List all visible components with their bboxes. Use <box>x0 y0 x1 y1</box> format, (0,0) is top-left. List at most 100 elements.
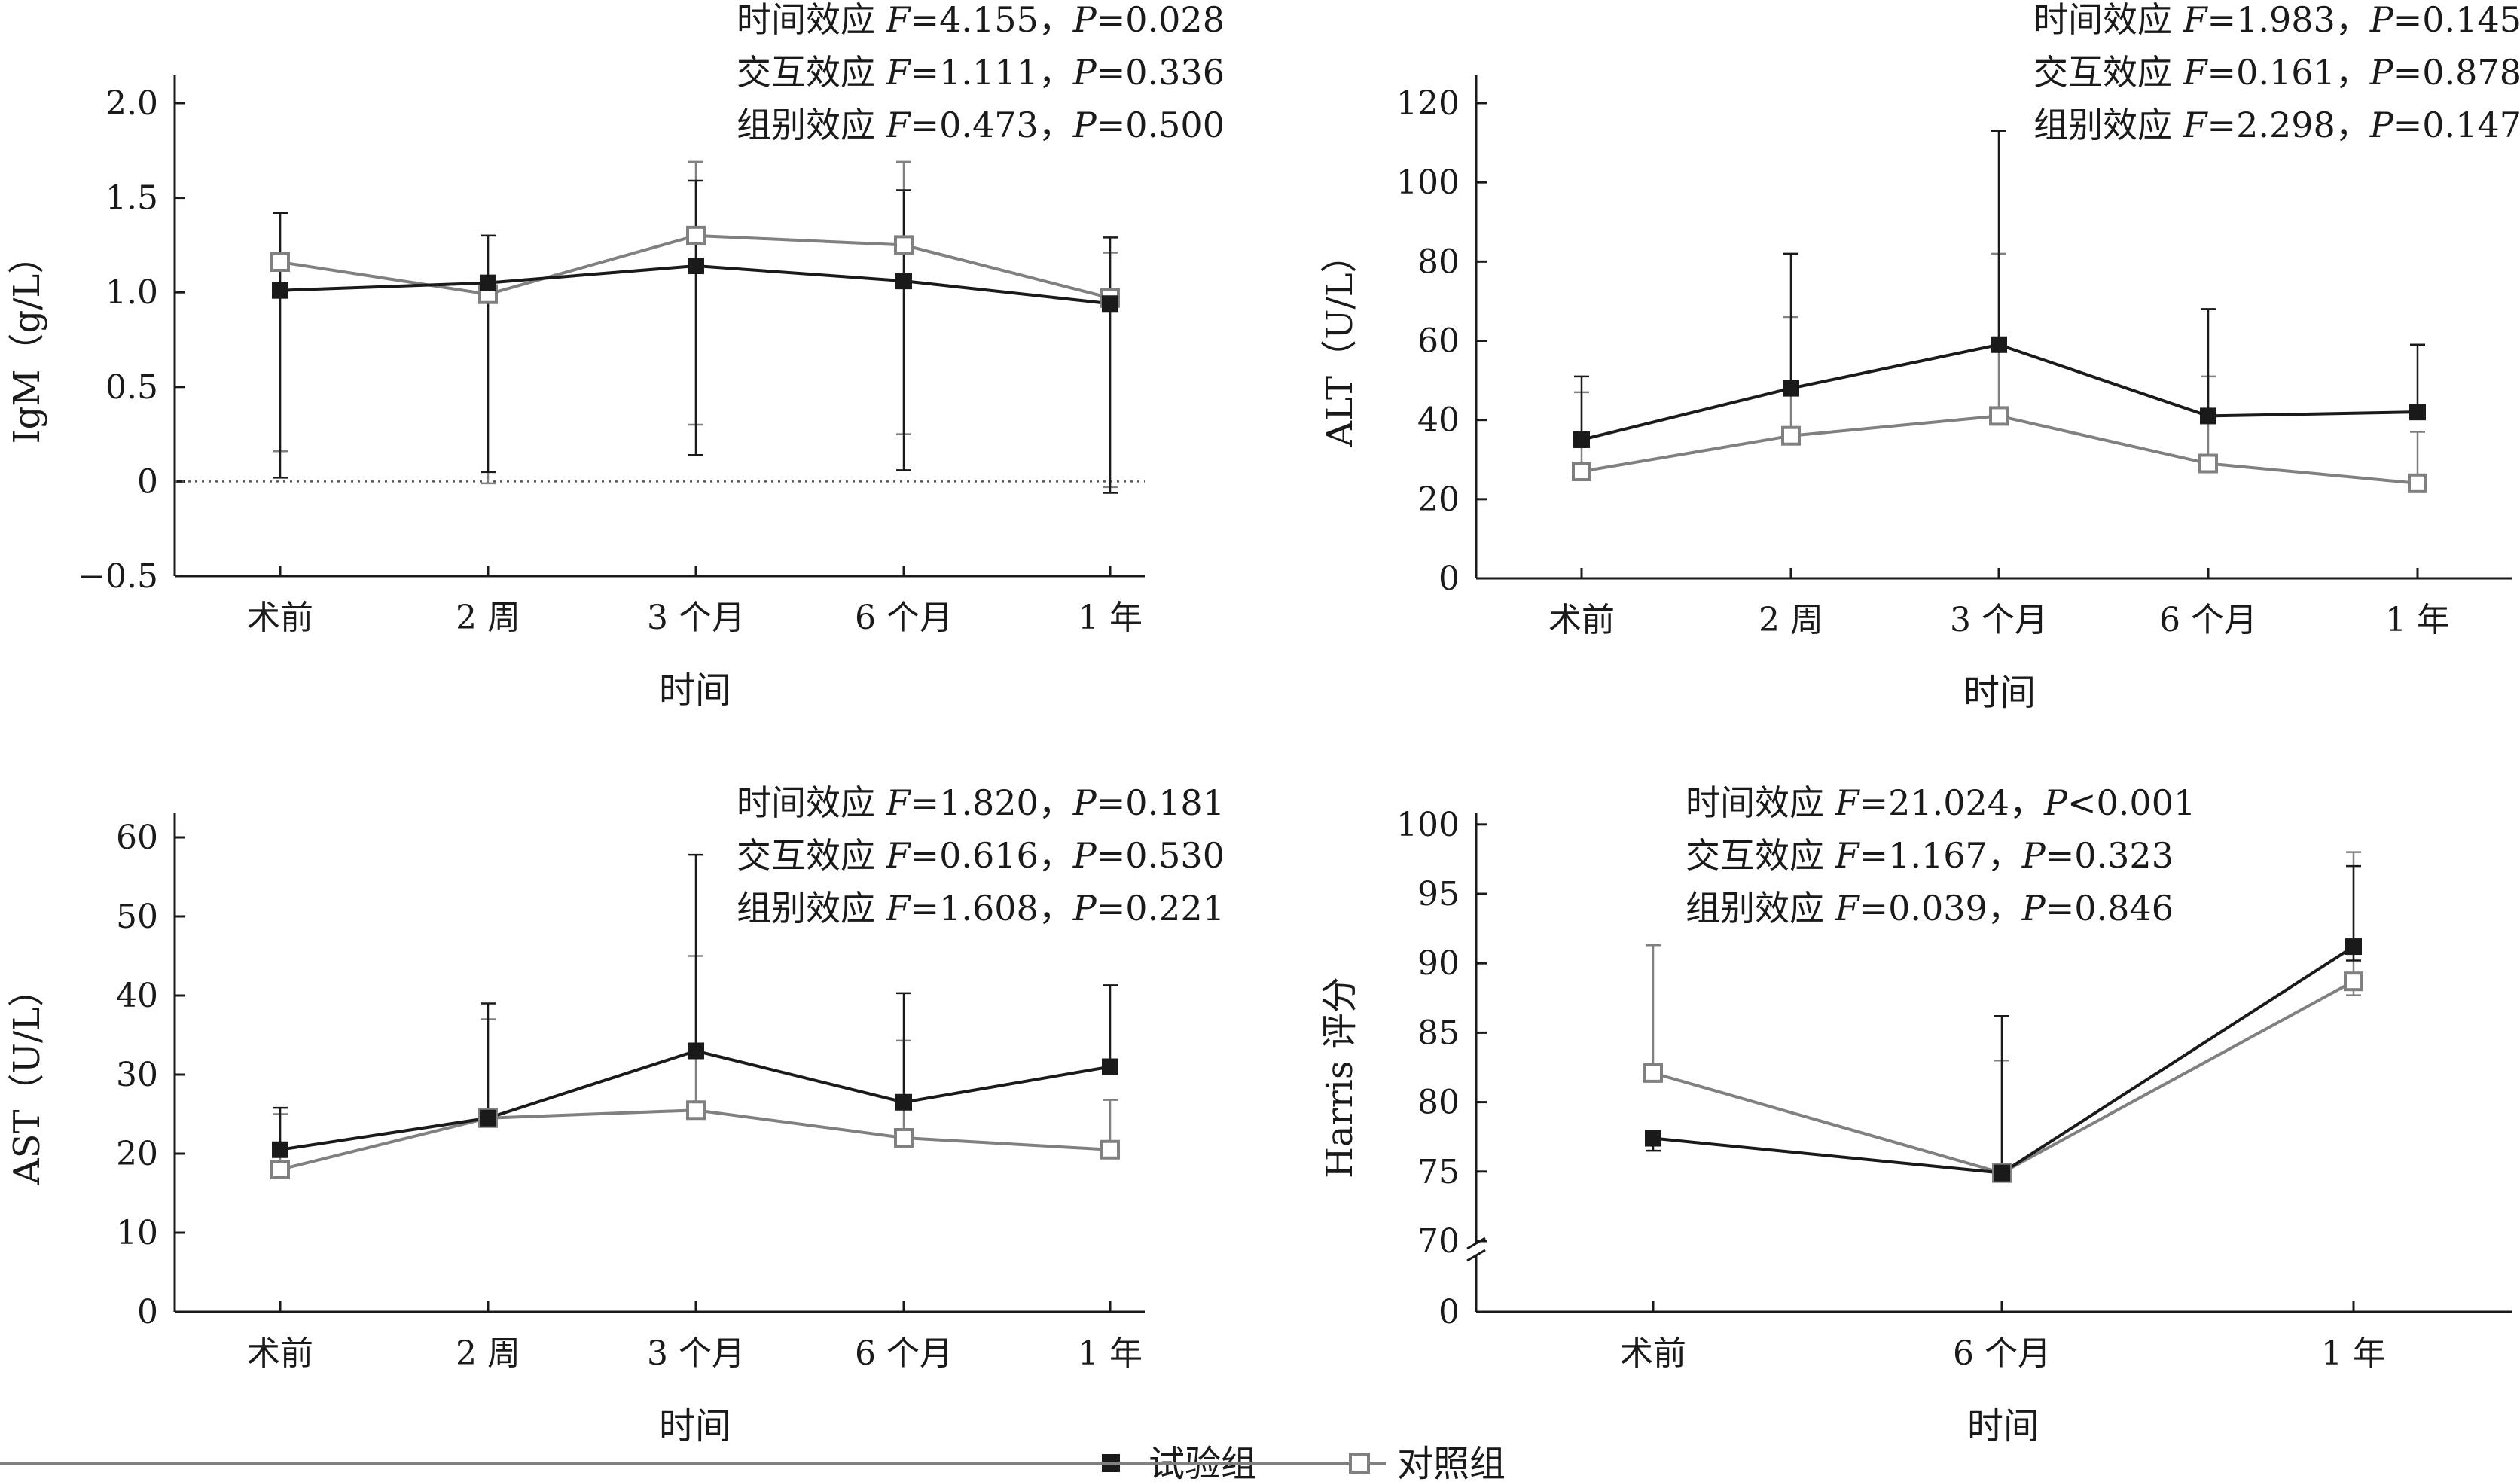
y-tick-label: 60 <box>1417 322 1460 361</box>
axis-break-mark <box>1466 1237 1486 1250</box>
chart-panel-1: −0.5 0 0.5 1.0 1.5 2.0 术前 2 周 3 个月 6 个月 1 年时间 IgM（g… <box>6 0 1225 712</box>
chart-panel-2: 0 20 40 60 80 100 120 术前 2 周 3 个月 6 个月 1 年时间 ALT（U/L… <box>1319 0 2520 714</box>
y-tick-label: 2.0 <box>105 84 158 123</box>
y-tick-label: 40 <box>116 977 158 1015</box>
stat-annotation: 组别效应 F=0.039，P=0.846 <box>1686 888 2174 929</box>
y-tick-label: 80 <box>1417 1084 1460 1122</box>
y-tick-label: 80 <box>1417 242 1460 281</box>
chart-panel-4: 0 70 75 80 85 90 95 100 术前 6 个月 1 年时间 Harris 评分 时间效应… <box>1319 782 2512 1447</box>
data-point-control <box>270 252 290 273</box>
y-tick-label: 90 <box>1417 944 1460 983</box>
y-tick-label: 0 <box>137 462 158 501</box>
data-point-control <box>2344 971 2363 992</box>
x-tick-label: 2 周 <box>456 599 520 637</box>
stat-annotation: 时间效应 F=21.024，P<0.001 <box>1686 782 2195 823</box>
y-tick-label: 1.0 <box>105 273 158 312</box>
y-tick-label: 20 <box>1417 480 1460 519</box>
stat-annotation: 交互效应 F=0.161，P=0.878 <box>2033 52 2520 93</box>
data-point-control <box>686 1100 706 1121</box>
axis-break-mark <box>1466 1249 1486 1262</box>
data-point-test <box>1573 431 1590 448</box>
series-line-control <box>1581 414 2418 485</box>
series-test <box>1574 130 2425 440</box>
y-tick-label: 95 <box>1417 875 1460 913</box>
y-tick-label: 120 <box>1396 84 1460 123</box>
y-tick-label: 0 <box>137 1293 158 1331</box>
x-axis-title: 时间 <box>1963 672 2036 714</box>
stat-annotation: 时间效应 F=1.983，P=0.145 <box>2033 0 2520 40</box>
y-tick-label: 30 <box>116 1056 158 1094</box>
data-point-control <box>2408 473 2427 493</box>
stat-annotation: 组别效应 F=1.608，P=0.221 <box>737 888 1225 929</box>
y-tick-label: 100 <box>1396 163 1460 202</box>
legend: 试验组 对照组 <box>0 1443 1506 1482</box>
x-tick-label: 6 个月 <box>1953 1334 2051 1373</box>
data-point-test <box>1645 1130 1661 1147</box>
stat-annotation: 组别效应 F=2.298，P=0.147 <box>2033 105 2520 145</box>
y-tick-label: 75 <box>1417 1153 1460 1191</box>
x-axis-title: 时间 <box>659 669 731 712</box>
x-tick-label: 3 个月 <box>647 599 745 637</box>
series-line-control <box>1652 980 2354 1175</box>
data-point-test <box>272 1141 288 1158</box>
stat-annotation: 交互效应 F=0.616，P=0.530 <box>737 835 1225 876</box>
data-point-control <box>1989 406 2009 426</box>
y-tick-label: 10 <box>116 1214 158 1252</box>
data-point-control <box>2198 453 2218 474</box>
data-point-control <box>1643 1063 1663 1083</box>
data-point-test <box>272 282 288 299</box>
data-point-control <box>686 225 706 245</box>
stat-annotation: 交互效应 F=1.167，P=0.323 <box>1686 835 2174 876</box>
x-tick-label: 6 个月 <box>855 1334 953 1373</box>
stat-annotation: 时间效应 F=1.820，P=0.181 <box>737 782 1225 823</box>
y-tick-label: 70 <box>1417 1222 1460 1261</box>
data-point-test <box>688 258 704 275</box>
data-point-test <box>895 273 912 290</box>
y-tick-label: 85 <box>1417 1014 1460 1052</box>
x-tick-label: 1 年 <box>2321 1334 2386 1373</box>
data-point-test <box>1102 295 1118 313</box>
y-tick-label: 60 <box>116 819 158 857</box>
x-tick-label: 术前 <box>1548 601 1615 639</box>
y-axis-title: AST（U/L） <box>6 971 48 1185</box>
x-axis-title: 时间 <box>659 1405 731 1447</box>
stat-annotation: 组别效应 F=0.473，P=0.500 <box>737 105 1225 145</box>
y-tick-label: 0.5 <box>105 368 158 407</box>
chart-panel-3: 0 10 20 30 40 50 60 术前 2 周 3 个月 6 个月 1 年时间 AST（U/L） 时… <box>6 782 1225 1447</box>
x-tick-label: 1 年 <box>1078 1334 1143 1373</box>
data-point-test <box>895 1093 912 1111</box>
data-point-test <box>2345 938 2362 956</box>
y-tick-label: 1.5 <box>105 179 158 218</box>
data-point-control <box>1781 425 1801 446</box>
series-test <box>273 853 1118 1150</box>
y-axis-title: IgM（g/L） <box>6 238 48 444</box>
data-point-test <box>1994 1164 2010 1182</box>
y-tick-label: 20 <box>116 1135 158 1173</box>
data-point-test <box>480 1109 496 1127</box>
data-point-test <box>2200 407 2216 425</box>
stat-annotation: 交互效应 F=1.111，P=0.336 <box>737 52 1225 93</box>
y-tick-label: −0.5 <box>78 557 158 596</box>
x-tick-label: 6 个月 <box>855 599 953 637</box>
data-point-control <box>270 1160 290 1179</box>
series-test <box>273 179 1118 494</box>
data-point-test <box>2409 404 2426 421</box>
x-tick-label: 术前 <box>247 1334 313 1373</box>
data-point-test <box>1991 336 2007 353</box>
y-tick-label: 0 <box>1438 560 1460 598</box>
stat-annotation: 时间效应 F=4.155，P=0.028 <box>737 0 1225 40</box>
y-axis-title: Harris 评分 <box>1319 977 1361 1179</box>
x-tick-label: 1 年 <box>1078 599 1143 637</box>
x-tick-label: 术前 <box>1620 1334 1686 1373</box>
x-tick-label: 1 年 <box>2385 601 2450 639</box>
y-tick-label: 100 <box>1396 806 1460 844</box>
data-point-test <box>480 274 496 291</box>
x-tick-label: 3 个月 <box>1950 601 2048 639</box>
legend-control-marker <box>1349 1453 1370 1474</box>
x-tick-label: 6 个月 <box>2159 601 2257 639</box>
x-tick-label: 2 周 <box>456 1334 520 1373</box>
x-axis-title: 时间 <box>1967 1405 2039 1447</box>
legend-control-label: 对照组 <box>1397 1443 1506 1482</box>
x-tick-label: 术前 <box>247 599 313 637</box>
